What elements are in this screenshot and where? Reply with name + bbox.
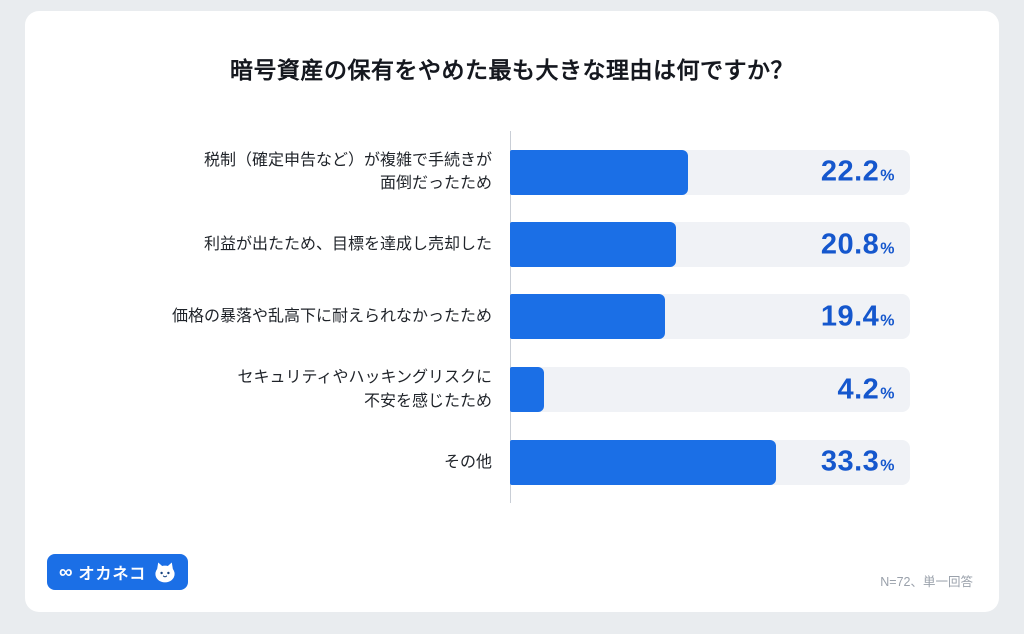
bar-value-suffix: % [880, 457, 895, 475]
infinity-glasses-icon: ∞ [59, 561, 73, 583]
bar-track: 19.4% [510, 294, 910, 340]
bar-value-number: 4.2 [837, 373, 880, 406]
footer: ∞ オカネコ N=72、単一回答 [47, 554, 973, 590]
bar [510, 222, 677, 268]
bar-row: 税制（確定申告など）が複雑で手続きが 面倒だったため 22.2% [25, 149, 999, 195]
bar-label: その他 [443, 453, 492, 471]
bar [510, 439, 777, 485]
bar-value-suffix: % [880, 167, 895, 185]
bar-label: セキュリティやハッキングリスクに 不安を感じたため [237, 369, 492, 410]
bar-value: 20.8% [821, 228, 895, 261]
okaneco-logo: ∞ オカネコ [47, 554, 189, 590]
bar [510, 294, 666, 340]
bar-track: 20.8% [510, 222, 910, 268]
bar-track: 4.2% [510, 367, 910, 413]
bar-row: 価格の暴落や乱高下に耐えられなかったため 19.4% [25, 294, 999, 340]
bar-value-number: 22.2 [820, 155, 880, 188]
bar-value-number: 19.4 [820, 300, 880, 333]
bar-label: 価格の暴落や乱高下に耐えられなかったため [171, 308, 492, 326]
bar-value-suffix: % [880, 240, 895, 258]
bar-value-number: 20.8 [820, 228, 880, 261]
sample-note: N=72、単一回答 [880, 575, 973, 589]
logo-text: オカネコ [78, 566, 147, 583]
bar-chart: 税制（確定申告など）が複雑で手続きが 面倒だったため 22.2% 利益が出たため、目… [25, 131, 999, 503]
bar-value: 33.3% [821, 446, 895, 479]
bar-value-suffix: % [880, 385, 895, 403]
bar-value: 4.2% [837, 373, 895, 406]
bar-track: 33.3% [510, 439, 910, 485]
bar-label: 利益が出たため、目標を達成し売却した [203, 236, 492, 254]
bar [510, 149, 688, 195]
bar-rows: 税制（確定申告など）が複雑で手続きが 面倒だったため 22.2% 利益が出たため、目… [25, 131, 999, 503]
bar-value-suffix: % [880, 312, 895, 330]
bar-value: 22.2% [821, 156, 895, 189]
chart-title: 暗号資産の保有をやめた最も大きな理由は何ですか？ [230, 57, 794, 83]
bar-label: 税制（確定申告など）が複雑で手続きが 面倒だったため [203, 152, 492, 193]
bar-track: 22.2% [510, 149, 910, 195]
bar-value: 19.4% [821, 300, 895, 333]
bar [510, 367, 544, 413]
chart-card: 暗号資産の保有をやめた最も大きな理由は何ですか？ 税制（確定申告など）が複雑で手… [25, 11, 999, 612]
bar-row: その他 33.3% [25, 439, 999, 485]
bar-row: 利益が出たため、目標を達成し売却した 20.8% [25, 222, 999, 268]
bar-row: セキュリティやハッキングリスクに 不安を感じたため 4.2% [25, 366, 999, 413]
cat-mascot-icon [152, 560, 178, 584]
bar-value-number: 33.3 [820, 445, 880, 478]
